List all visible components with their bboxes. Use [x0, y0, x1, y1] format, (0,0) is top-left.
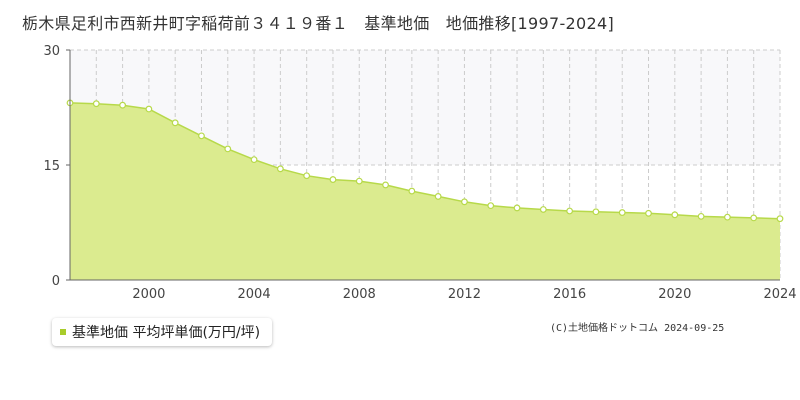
data-point — [145, 105, 153, 113]
data-point — [250, 156, 258, 164]
data-point — [171, 119, 179, 127]
legend: 基準地価 平均坪単価(万円/坪) — [52, 318, 273, 346]
y-tick-label: 30 — [43, 44, 60, 59]
data-point — [198, 132, 205, 140]
x-tick-label: 2012 — [448, 287, 481, 302]
x-tick-label: 2008 — [343, 287, 376, 302]
data-point — [697, 212, 705, 220]
series-markers — [66, 99, 784, 223]
data-point — [461, 198, 468, 206]
x-tick-label: 2016 — [553, 287, 586, 302]
series-line — [69, 102, 781, 220]
data-point — [776, 215, 784, 223]
legend-label: 基準地価 平均坪単価(万円/坪) — [72, 325, 261, 341]
y-axis-ticks: 0 15 30 — [43, 44, 70, 289]
data-point — [487, 202, 495, 210]
data-point — [276, 165, 284, 173]
x-tick-label: 2000 — [132, 287, 165, 302]
x-tick-label: 2020 — [658, 287, 691, 302]
data-point — [119, 101, 126, 109]
x-axis-ticks: 2000 2004 2008 2012 2016 2020 2024 — [132, 287, 796, 302]
data-point — [566, 207, 574, 215]
data-point — [408, 187, 416, 195]
x-tick-label: 2004 — [238, 287, 271, 302]
data-point — [303, 172, 311, 180]
data-point — [329, 176, 337, 183]
data-point — [355, 177, 363, 185]
data-point — [671, 211, 679, 219]
data-point — [382, 181, 389, 189]
chart-title: 栃木県足利市西新井町字稲荷前３４１９番１ 基準地価 地価推移[1997-2024… — [22, 14, 614, 33]
data-point — [592, 208, 600, 216]
y-tick-label: 15 — [43, 159, 60, 174]
y-tick-label: 0 — [52, 274, 60, 289]
data-point — [645, 209, 652, 217]
data-point — [750, 214, 758, 222]
legend-swatch — [60, 329, 66, 335]
credit-text: (C)土地価格ドットコム 2024-09-25 — [550, 323, 725, 334]
series-area — [70, 102, 780, 281]
data-point — [724, 213, 731, 221]
data-point — [618, 209, 626, 216]
data-point — [224, 145, 232, 153]
horizontal-grid — [70, 49, 780, 166]
data-point — [539, 206, 547, 213]
data-point — [513, 204, 521, 212]
data-point — [92, 100, 100, 108]
x-tick-label: 2024 — [763, 287, 796, 302]
data-point — [434, 193, 442, 200]
